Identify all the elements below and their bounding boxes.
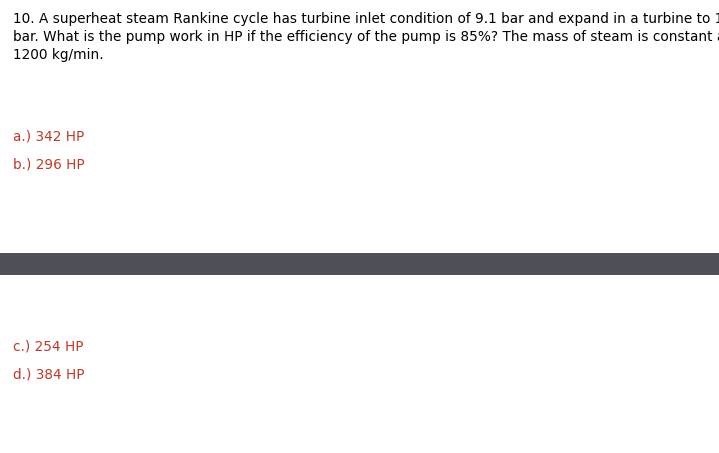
Text: bar. What is the pump work in HP if the efficiency of the pump is 85%? The mass : bar. What is the pump work in HP if the …	[13, 30, 719, 44]
Text: c.) 254 HP: c.) 254 HP	[13, 340, 83, 354]
Text: b.) 296 HP: b.) 296 HP	[13, 157, 85, 171]
Text: 10. A superheat steam Rankine cycle has turbine inlet condition of 9.1 bar and e: 10. A superheat steam Rankine cycle has …	[13, 12, 719, 26]
Text: 1200 kg/min.: 1200 kg/min.	[13, 48, 104, 62]
Text: d.) 384 HP: d.) 384 HP	[13, 367, 85, 381]
Text: a.) 342 HP: a.) 342 HP	[13, 130, 84, 144]
Bar	[0, 253, 719, 275]
